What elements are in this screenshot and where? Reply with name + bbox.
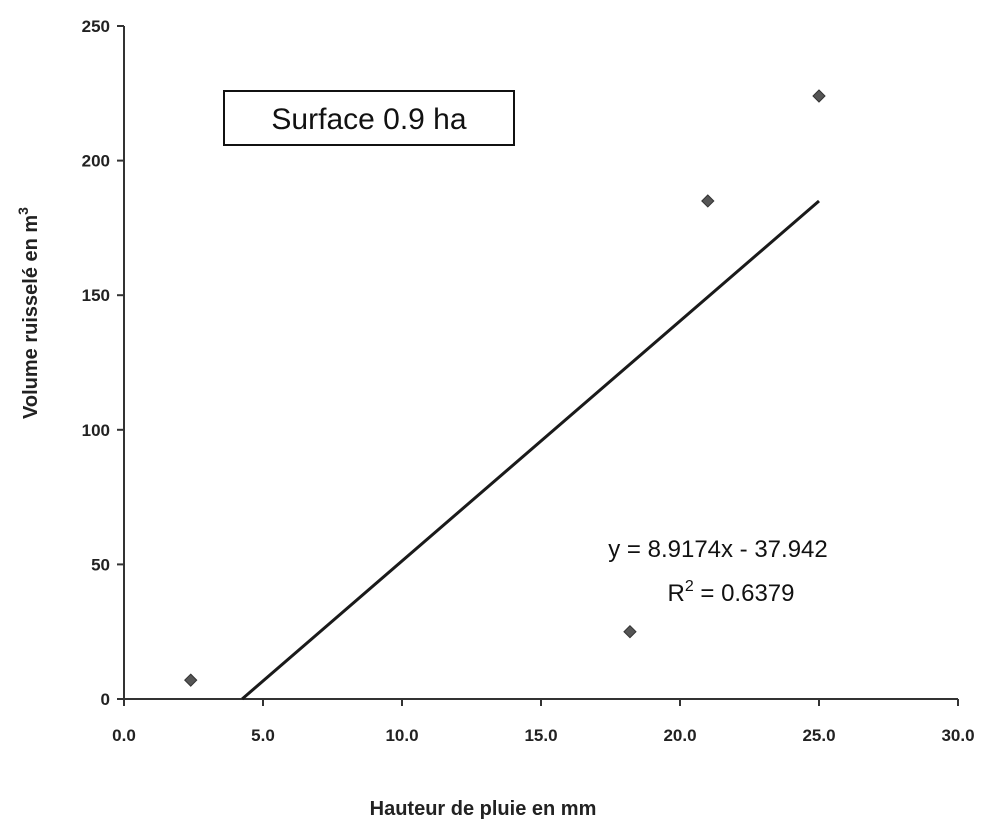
y-tick-label: 0 — [101, 690, 110, 709]
y-axis-title-text: Volume ruisselé en m — [20, 215, 42, 419]
trendline-r2: R2 = 0.6379 — [667, 578, 794, 607]
r2-value: = 0.6379 — [694, 580, 795, 607]
annotation-frame — [223, 90, 515, 146]
trendline — [241, 199, 820, 701]
annotation-text: Surface 0.9 ha — [271, 103, 466, 136]
y-axis-title-superscript: 3 — [15, 207, 31, 215]
trendline-group — [241, 199, 820, 701]
data-point — [812, 89, 826, 103]
data-points — [184, 89, 826, 687]
r2-superscript: 2 — [685, 578, 694, 595]
x-tick-label: 15.0 — [524, 726, 557, 745]
x-tick-label: 20.0 — [663, 726, 696, 745]
data-point — [701, 194, 715, 208]
y-tick-label: 250 — [82, 17, 110, 36]
tick-labels: 0 50 100 150 200 250 0.0 5.0 10.0 15.0 20.0 25.0 30.… — [82, 17, 975, 745]
y-tick-label: 50 — [91, 555, 110, 574]
x-axis-title: Hauteur de pluie en mm — [370, 798, 597, 820]
y-tick-label: 200 — [82, 152, 110, 171]
r2-prefix: R — [667, 580, 684, 607]
x-tick-label: 10.0 — [385, 726, 418, 745]
x-tick-label: 0.0 — [112, 726, 136, 745]
x-tick-label: 30.0 — [941, 726, 974, 745]
axes — [117, 25, 959, 706]
y-tick-label: 150 — [82, 286, 110, 305]
data-point — [623, 624, 637, 639]
data-point — [184, 673, 198, 687]
annotation-box: Surface 0.9 ha — [223, 90, 515, 146]
y-tick-label: 100 — [82, 421, 110, 440]
trendline-equation: y = 8.9174x - 37.942 — [608, 536, 828, 563]
x-tick-label: 5.0 — [251, 726, 275, 745]
y-axis-title: Volume ruisselé en m3 — [15, 207, 42, 419]
x-tick-label: 25.0 — [802, 726, 835, 745]
